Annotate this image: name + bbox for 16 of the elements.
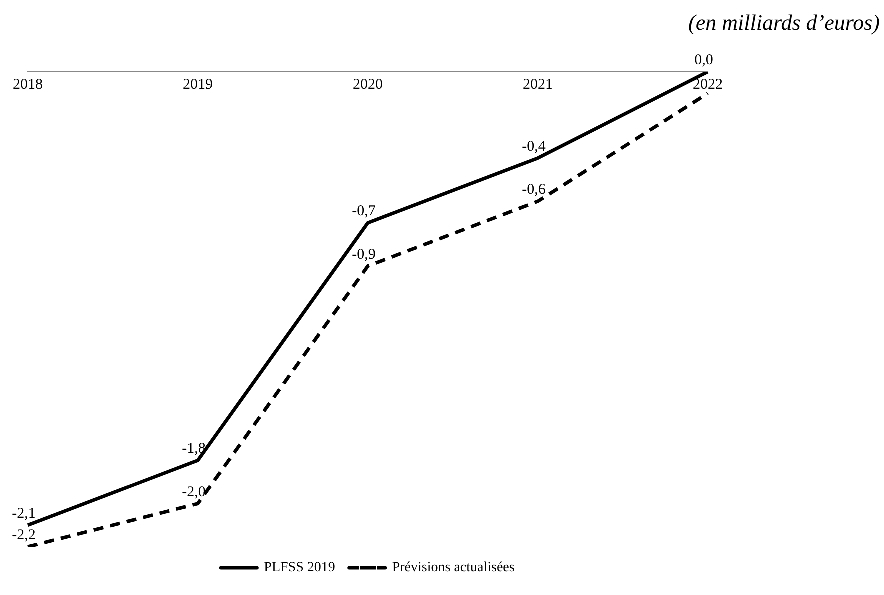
x-tick-label: 2022 [693, 76, 723, 93]
legend-label: PLFSS 2019 [264, 560, 336, 576]
legend-label: Prévisions actualisées [392, 560, 515, 576]
data-label: -0,9 [352, 246, 376, 263]
data-label: -2,1 [12, 506, 36, 522]
data-label: -2,0 [182, 484, 206, 500]
data-label: -0,7 [352, 204, 376, 220]
data-label: 0,0 [694, 52, 714, 68]
text: (en milliards d’euros) [688, 10, 880, 36]
x-tick-label: 2018 [13, 76, 43, 93]
data-label: -0,6 [522, 182, 546, 198]
x-tick-label: 2021 [523, 76, 553, 93]
data-label: -2,2 [12, 527, 36, 544]
x-tick-label: 2019 [183, 76, 213, 93]
x-tick-label: 2020 [353, 76, 383, 93]
data-label: -0,4 [522, 138, 546, 155]
